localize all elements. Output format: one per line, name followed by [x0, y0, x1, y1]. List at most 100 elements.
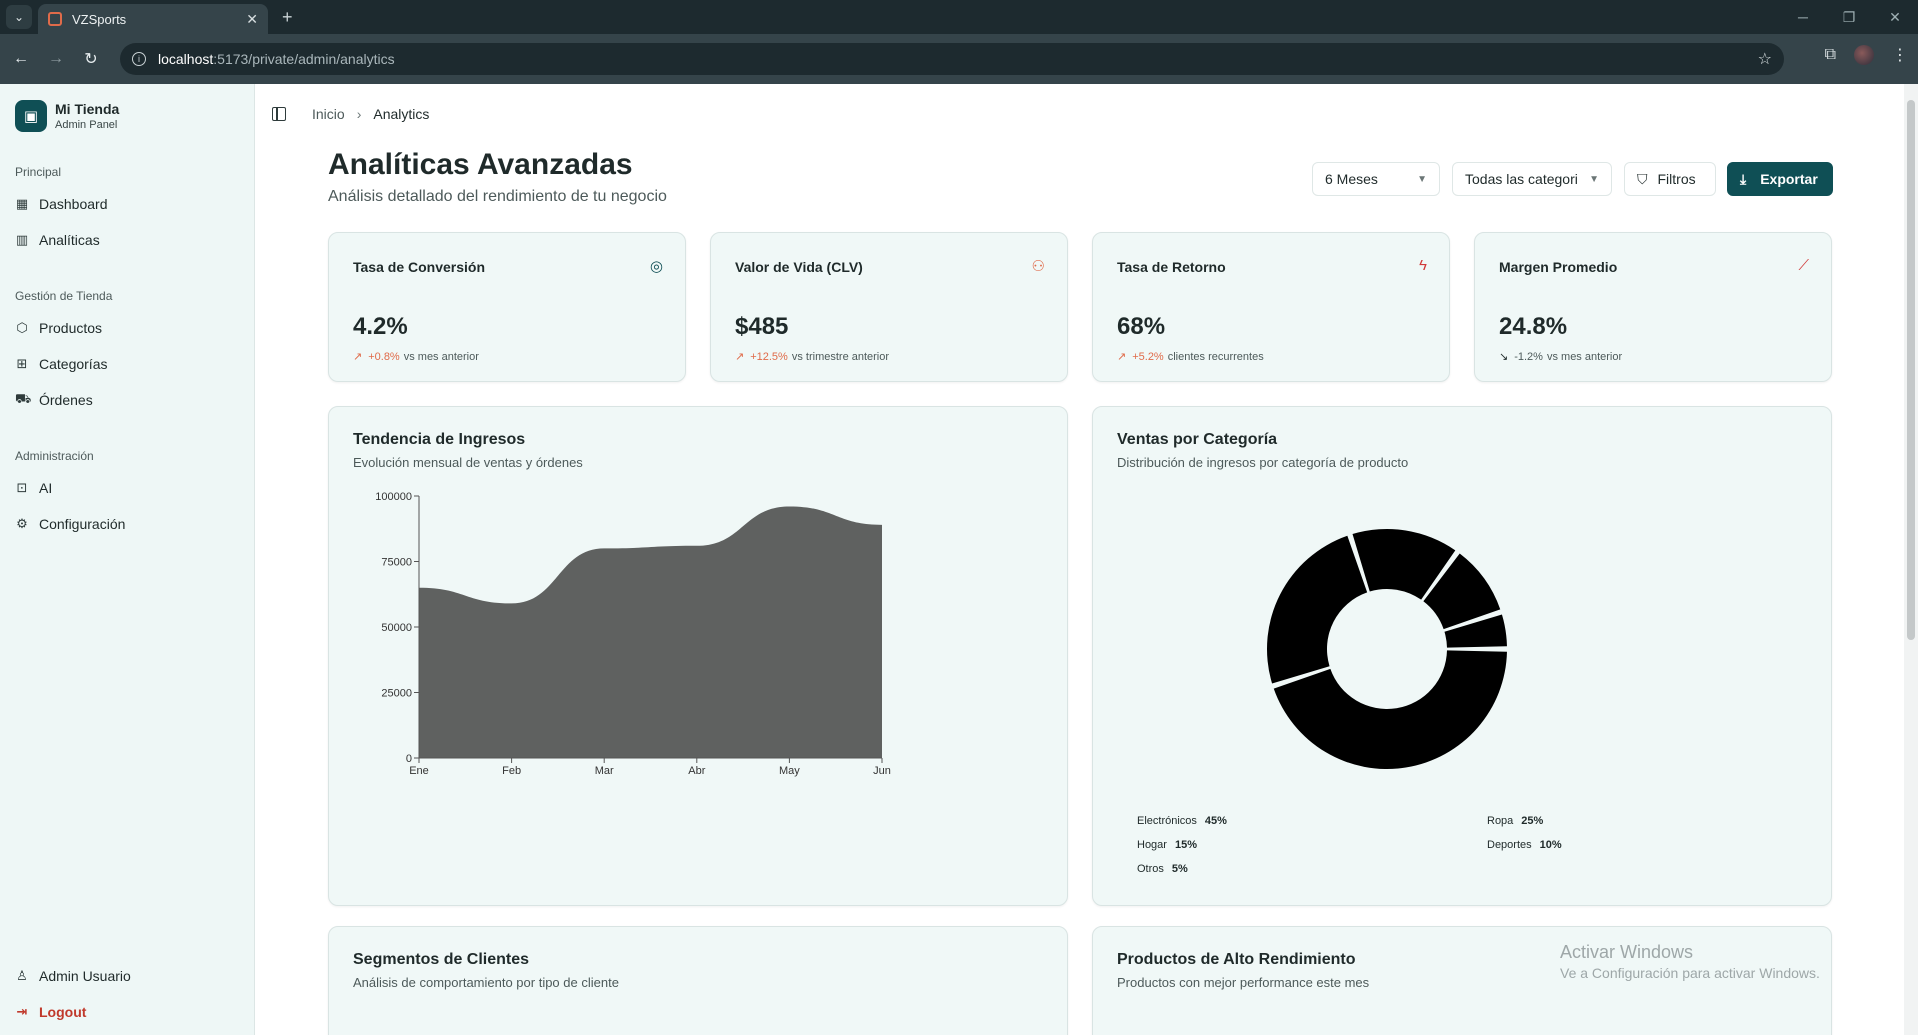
- close-tab-icon[interactable]: ✕: [246, 10, 258, 27]
- donut-slice-3[interactable]: [1423, 553, 1501, 630]
- breadcrumb: Inicio › Analytics: [272, 106, 429, 122]
- x-tick-label: Abr: [688, 765, 705, 777]
- arrow-up-right-icon: ↗: [353, 351, 363, 363]
- card-title: Productos de Alto Rendimiento: [1117, 951, 1356, 968]
- sidebar-item-analytics[interactable]: ▥ Analíticas: [15, 230, 100, 250]
- sidebar-toggle-icon[interactable]: [272, 107, 286, 121]
- browser-tab[interactable]: VZSports ✕: [38, 4, 268, 34]
- browser-menu-icon[interactable]: ⋮: [1892, 47, 1908, 64]
- profile-avatar[interactable]: [1854, 45, 1874, 65]
- export-button[interactable]: ⤓ Exportar: [1727, 162, 1833, 196]
- tab-search-button[interactable]: ⌄: [6, 5, 32, 29]
- legend-value: 10%: [1539, 839, 1562, 851]
- new-tab-button[interactable]: +: [282, 7, 293, 27]
- address-bar[interactable]: i localhost:5173/private/admin/analytics…: [120, 43, 1784, 75]
- legend-label: Ropa: [1487, 815, 1514, 827]
- kpi-card-margin: Margen Promedio ⟋ 24.8% ↘ -1.2% vs mes a…: [1474, 232, 1832, 382]
- category-chart-card: Ventas por Categoría Distribución de ing…: [1092, 406, 1832, 906]
- cart-icon: ⛟: [15, 391, 32, 406]
- kpi-card-conversion: Tasa de Conversión ◎ 4.2% ↗ +0.8% vs mes…: [328, 232, 686, 382]
- favicon-icon: [48, 12, 62, 26]
- sidebar-user[interactable]: ♙ Admin Usuario: [15, 966, 131, 986]
- restore-button[interactable]: ❐: [1842, 8, 1856, 25]
- bookmark-star-icon[interactable]: ☆: [1757, 51, 1772, 68]
- sidebar-item-categories[interactable]: ⊞ Categorías: [15, 354, 108, 374]
- kpi-card-return: Tasa de Retorno ϟ 68% ↗ +5.2% clientes r…: [1092, 232, 1450, 382]
- sidebar-item-label: Órdenes: [39, 392, 93, 408]
- chart-legend: Electrónicos 45% Ropa 25% Hogar 15% Depo…: [1137, 815, 1777, 887]
- kpi-value: 24.8%: [1499, 313, 1568, 340]
- package-icon: ⬡: [16, 320, 28, 335]
- extensions-icon[interactable]: ⧉: [1824, 46, 1836, 63]
- url-host: localhost: [158, 51, 214, 67]
- period-select[interactable]: 6 Meses ▼: [1312, 162, 1440, 196]
- sidebar-item-ai[interactable]: ⊡ AI: [15, 478, 53, 498]
- bar-chart-icon: ▥: [15, 232, 29, 247]
- donut-slice-4[interactable]: [1444, 614, 1507, 648]
- brand-subtitle: Admin Panel: [55, 119, 118, 131]
- arrow-up-right-icon: ↗: [1117, 351, 1127, 363]
- top-products-card: Productos de Alto Rendimiento Productos …: [1092, 926, 1832, 1035]
- donut-slice-0[interactable]: [1273, 650, 1507, 769]
- card-title: Segmentos de Clientes: [353, 951, 530, 968]
- donut-slice-2[interactable]: [1352, 529, 1456, 600]
- logout-button[interactable]: ⇥ Logout: [15, 1002, 87, 1022]
- windows-activation-watermark: Activar Windows Ve a Configuración para …: [1560, 942, 1820, 981]
- legend-value: 15%: [1174, 839, 1197, 851]
- revenue-area-series: [419, 506, 882, 758]
- kpi-delta: +0.8%: [368, 350, 400, 363]
- sidebar-item-orders[interactable]: ⛟ Órdenes: [15, 390, 93, 410]
- kpi-value: 68%: [1117, 313, 1166, 340]
- breadcrumb-home[interactable]: Inicio: [312, 106, 345, 122]
- sidebar-item-label: AI: [39, 480, 53, 496]
- site-info-icon[interactable]: i: [132, 52, 146, 66]
- main-content: Inicio › Analytics Analíticas Avanzadas …: [256, 84, 1904, 1035]
- revenue-area-chart: 0 25000 50000 75000 100000 Ene Feb Mar Abr May Jun: [375, 491, 891, 777]
- close-window-button[interactable]: ✕: [1889, 8, 1901, 25]
- kpi-title: Valor de Vida (CLV): [735, 259, 863, 275]
- category-select[interactable]: Todas las categori ▼: [1452, 162, 1612, 196]
- gear-icon: ⚙: [16, 516, 28, 531]
- card-title: Tendencia de Ingresos: [353, 431, 526, 448]
- forward-button[interactable]: →: [48, 50, 64, 67]
- scrollbar-thumb[interactable]: [1907, 100, 1915, 640]
- sidebar-item-settings[interactable]: ⚙ Configuración: [15, 514, 125, 534]
- legend-label: Hogar: [1137, 839, 1167, 851]
- sidebar-item-label: Productos: [39, 320, 103, 336]
- revenue-chart-card: Tendencia de Ingresos Evolución mensual …: [328, 406, 1068, 906]
- donut-slice-1[interactable]: [1267, 535, 1368, 684]
- back-button[interactable]: ←: [13, 50, 29, 67]
- y-tick-label: 50000: [381, 622, 412, 634]
- kpi-delta: +12.5%: [750, 350, 788, 363]
- kpi-value: 4.2%: [353, 313, 408, 340]
- kpi-title: Margen Promedio: [1499, 259, 1618, 275]
- kpi-note: vs mes anterior: [403, 350, 479, 363]
- chevron-down-icon: ▼: [1589, 173, 1599, 185]
- segments-card: Segmentos de Clientes Análisis de compor…: [328, 926, 1068, 1035]
- page-scrollbar[interactable]: [1904, 84, 1918, 1035]
- sidebar-item-products[interactable]: ⬡ Productos: [15, 318, 102, 338]
- zap-icon: ϟ: [1419, 257, 1427, 274]
- legend-item: Hogar 15%: [1137, 839, 1197, 851]
- tab-title: VZSports: [72, 11, 127, 27]
- minimize-button[interactable]: ─: [1798, 9, 1808, 25]
- sidebar-item-dashboard[interactable]: ▦ Dashboard: [15, 194, 108, 214]
- brand[interactable]: ▣ Mi Tienda Admin Panel: [15, 100, 119, 132]
- download-icon: ⤓: [1740, 170, 1747, 187]
- sidebar-user-label: Admin Usuario: [39, 968, 131, 984]
- reload-button[interactable]: ↻: [84, 51, 98, 68]
- legend-value: 25%: [1521, 815, 1544, 827]
- filters-label: Filtros: [1657, 171, 1696, 187]
- watermark-line-2: Ve a Configuración para activar Windows.: [1560, 965, 1820, 981]
- legend-label: Electrónicos: [1137, 815, 1197, 827]
- filter-icon: ⛉: [1637, 170, 1648, 187]
- kpi-title: Tasa de Conversión: [353, 259, 486, 275]
- page-title: Analíticas Avanzadas: [328, 148, 633, 181]
- sidebar-item-label: Analíticas: [39, 232, 100, 248]
- sidebar-item-label: Dashboard: [39, 196, 108, 212]
- filters-button[interactable]: ⛉ Filtros: [1624, 162, 1716, 196]
- target-icon: ◎: [649, 258, 663, 275]
- kpi-delta-row: ↗ +5.2% clientes recurrentes: [1117, 350, 1264, 364]
- y-tick-label: 100000: [375, 491, 412, 503]
- legend-item: Deportes 10%: [1487, 839, 1562, 851]
